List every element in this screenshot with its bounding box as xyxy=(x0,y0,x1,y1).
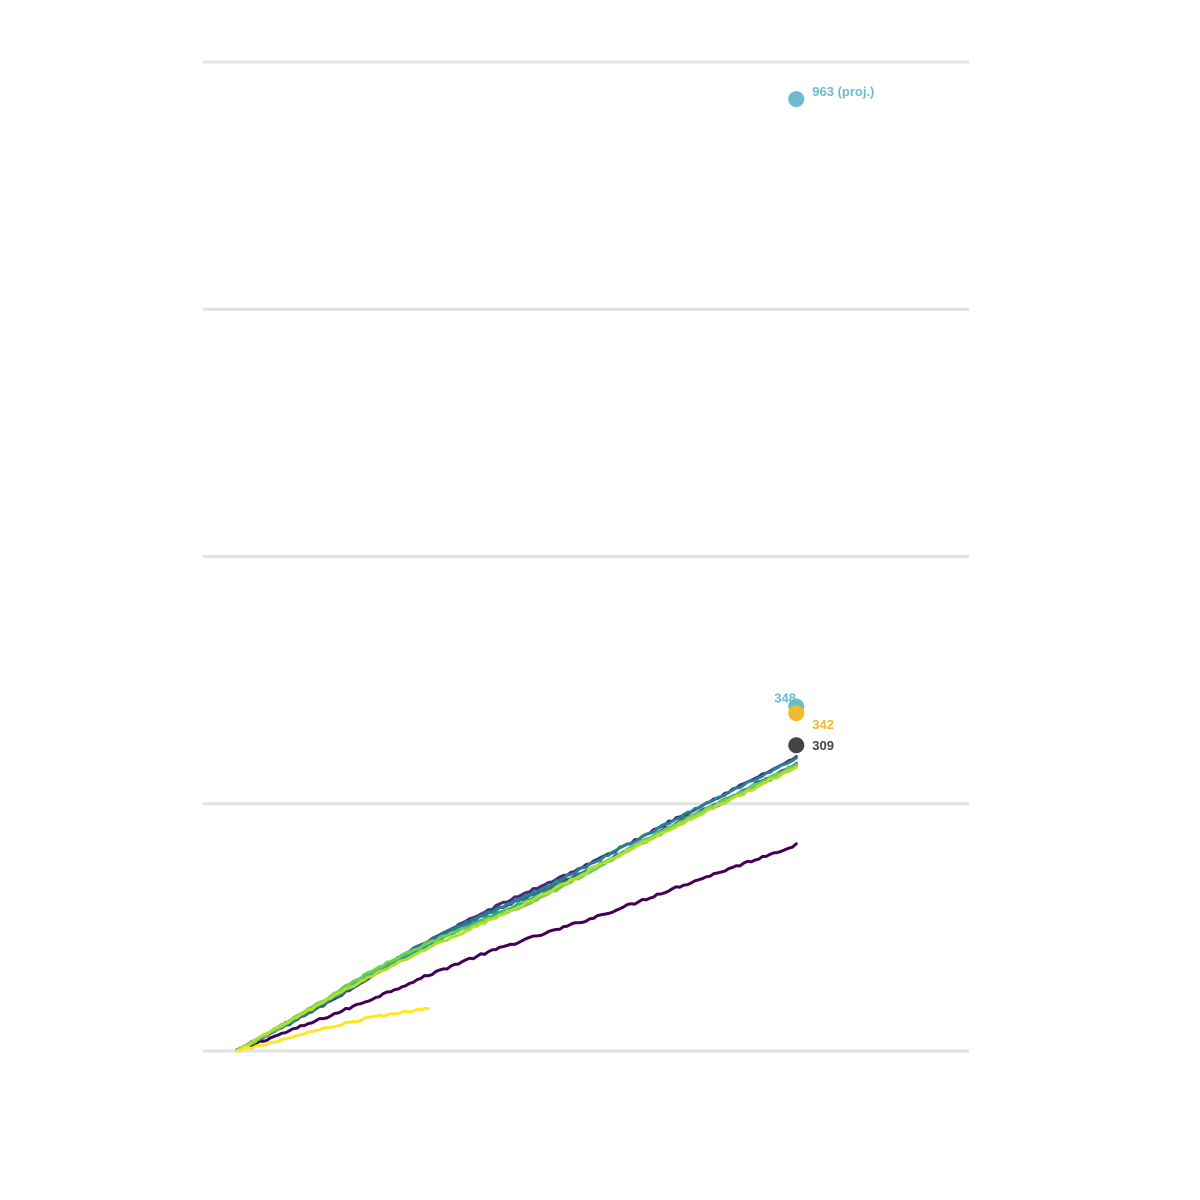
end-markers: 963 (proj.) 348 342 309 xyxy=(774,84,874,754)
end-marker-label-2: 342 xyxy=(812,717,834,732)
end-marker-label-1: 348 xyxy=(774,690,796,705)
series-line-8 xyxy=(235,765,798,1053)
end-marker-2 xyxy=(788,705,805,722)
series-line-0 xyxy=(235,842,798,1052)
end-marker-label-0: 963 (proj.) xyxy=(812,84,874,99)
series-line-9 xyxy=(235,1007,430,1053)
end-marker-3 xyxy=(788,737,805,754)
gridlines xyxy=(203,60,969,1053)
end-marker-label-3: 309 xyxy=(812,738,834,753)
end-marker-0 xyxy=(788,91,805,108)
series-lines xyxy=(235,755,798,1053)
